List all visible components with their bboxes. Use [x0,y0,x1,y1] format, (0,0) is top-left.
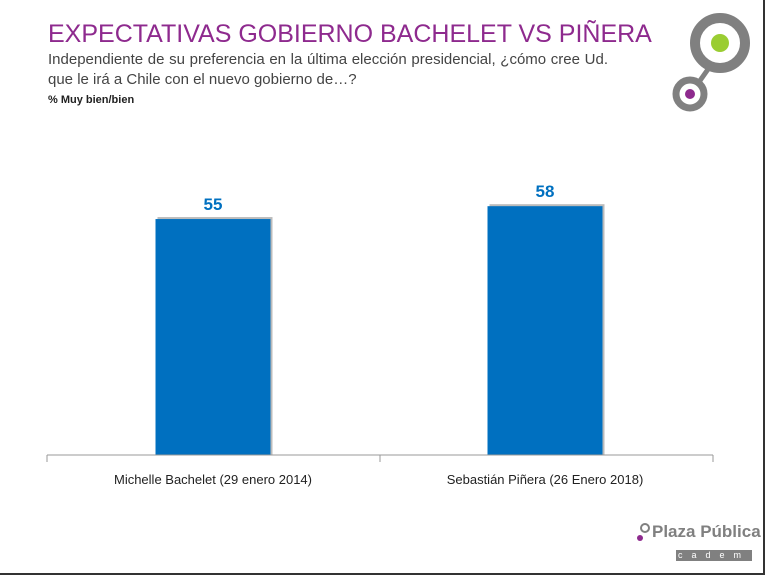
question-text: Independiente de su preferencia en la úl… [48,51,608,88]
page-title: EXPECTATIVAS GOBIERNO BACHELET VS PIÑERA [48,20,652,48]
bar [155,219,271,455]
slide-border [763,0,765,575]
logo-text: Plaza Pública [652,522,761,541]
bar [487,206,603,455]
data-label: 58 [536,182,555,201]
data-label: 55 [204,195,223,214]
x-tick-label: Michelle Bachelet (29 enero 2014) [114,472,312,487]
logo-cadem: cadem [676,550,752,561]
logo-dots-icon [637,523,650,541]
cadem-logo-icon [672,13,750,112]
x-tick-label: Sebastián Piñera (26 Enero 2018) [447,472,644,487]
slide-border [0,573,765,575]
measure-label: % Muy bien/bien [48,94,135,106]
plaza-publica-logo: Plaza Pública cadem [636,520,761,565]
